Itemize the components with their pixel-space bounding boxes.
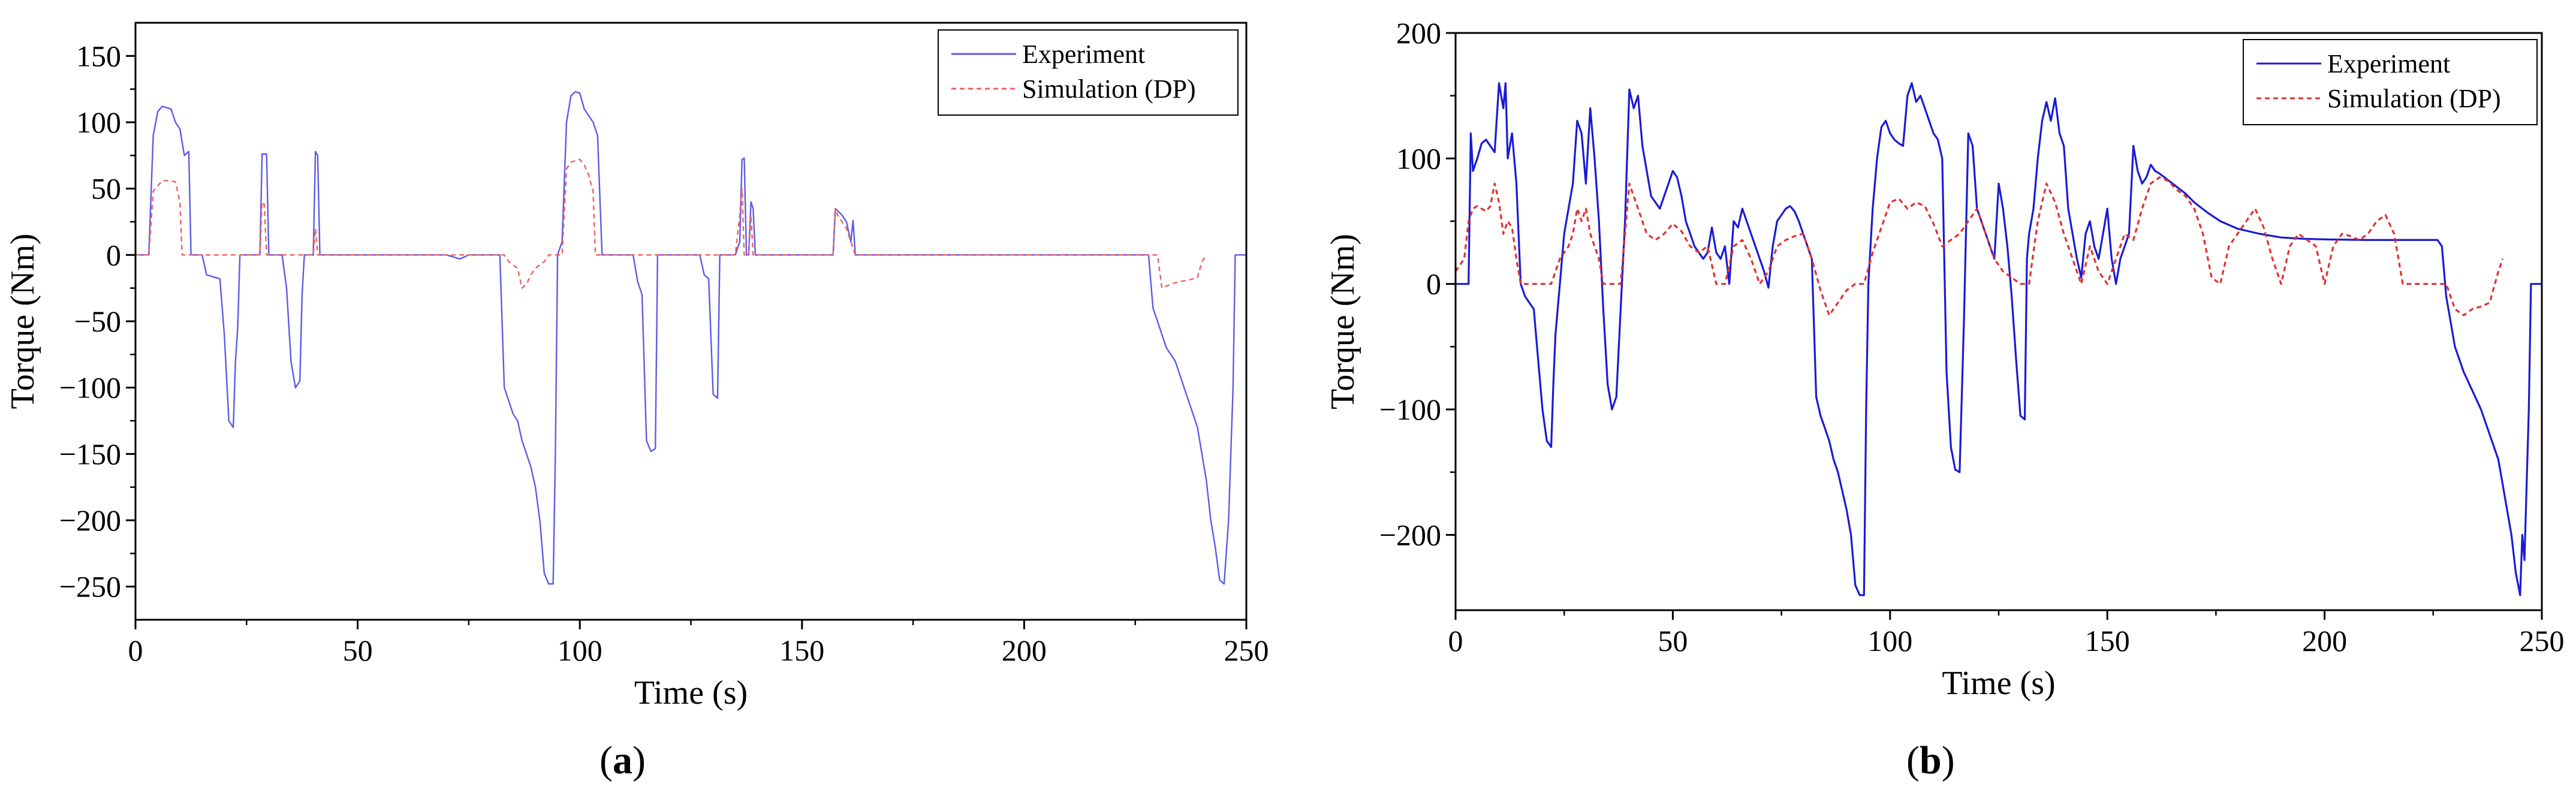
legend-entry: Simulation (DP) (2327, 84, 2501, 113)
x-tick-label: 200 (1002, 634, 1047, 667)
legend-entry: Experiment (2327, 49, 2450, 79)
legend-entry: Simulation (DP) (1022, 74, 1196, 104)
y-tick-label: −200 (1379, 518, 1441, 551)
y-tick-label: 200 (1396, 16, 1441, 50)
legend-entry: Experiment (1022, 40, 1145, 69)
panel-label-open: ( (1906, 738, 1920, 782)
y-tick-label: 50 (91, 172, 121, 206)
series-line-experiment (135, 91, 1246, 585)
chart-panel-b: 0 50 100 150 200 250 200 100 0 −100 −200 Time (s) To… (1324, 16, 2565, 782)
series-line-experiment (1456, 82, 2542, 596)
y-tick-label: 100 (1396, 141, 1441, 175)
legend-box (2243, 39, 2538, 125)
y-tick-label: 0 (1426, 267, 1441, 301)
y-tick-label: 100 (76, 105, 121, 139)
y-tick-label: 150 (76, 39, 121, 73)
x-tick-label: 200 (2302, 624, 2347, 658)
y-tick-label: −100 (1379, 393, 1441, 426)
series-line-simulation-dp (1456, 176, 2504, 316)
panel-label-letter: a (613, 738, 632, 782)
y-tick-label: 0 (106, 238, 121, 272)
x-tick-label: 50 (343, 634, 373, 667)
panel-label-open: ( (599, 738, 613, 782)
x-axis-title: Time (s) (634, 674, 748, 711)
x-tick-label: 150 (2085, 624, 2130, 658)
y-tick-label: −100 (59, 371, 121, 405)
y-tick-label: −150 (59, 437, 121, 471)
x-tick-label: 250 (2520, 624, 2565, 658)
y-axis-title: Torque (Nm) (4, 233, 41, 409)
y-tick-label: −50 (74, 304, 121, 338)
chart-panel-a: 0 50 100 150 200 250 150 100 50 0 −50 −100 −150 −200 −… (4, 22, 1269, 782)
legend: Experiment Simulation (DP) (938, 29, 1239, 116)
x-tick-label: 100 (558, 634, 602, 667)
panel-label-close: ) (1942, 738, 1955, 782)
panel-label: (b) (1906, 738, 1955, 782)
y-tick-label: −200 (59, 503, 121, 537)
x-tick-label: 50 (1658, 624, 1688, 658)
x-tick-label: 0 (1448, 624, 1463, 658)
series-line-simulation-dp (135, 158, 1207, 289)
x-tick-label: 100 (1867, 624, 1912, 658)
x-tick-label: 150 (779, 634, 824, 667)
y-tick-label: −250 (59, 570, 121, 604)
x-axis-title: Time (s) (1942, 665, 2055, 702)
x-tick-label: 0 (128, 634, 143, 667)
y-axis-title: Torque (Nm) (1324, 234, 1361, 409)
panel-label-close: ) (632, 738, 646, 782)
panel-label-letter: b (1920, 738, 1942, 782)
panel-label: (a) (599, 738, 646, 782)
x-tick-label: 250 (1224, 634, 1269, 667)
legend-box (938, 29, 1239, 116)
legend: Experiment Simulation (DP) (2243, 39, 2538, 125)
